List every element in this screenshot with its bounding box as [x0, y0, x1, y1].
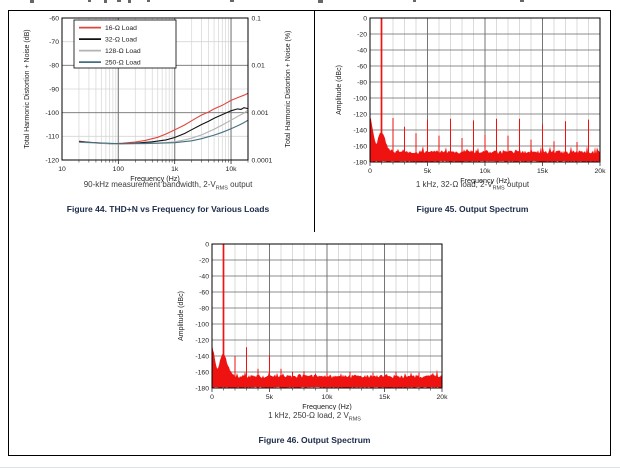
- figure46-title: Figure 46. Output Spectrum: [258, 435, 371, 445]
- svg-text:0.01: 0.01: [252, 63, 265, 70]
- caption-text: 90-kHz measurement bandwidth, 2-V: [83, 180, 216, 189]
- figure44-conditions-caption: 90-kHz measurement bandwidth, 2-VRMS out…: [18, 180, 318, 192]
- svg-text:0.1: 0.1: [252, 15, 262, 22]
- svg-text:0: 0: [205, 241, 209, 248]
- svg-text:250-Ω Load: 250-Ω Load: [105, 60, 141, 67]
- thdn-vs-frequency-chart: 16-Ω Load 32-Ω Load 128-Ω Load 250-Ω Load -6…: [24, 15, 292, 183]
- caption-text: output: [227, 180, 253, 189]
- svg-text:1k: 1k: [171, 166, 179, 173]
- svg-text:Frequency (Hz): Frequency (Hz): [460, 176, 510, 184]
- svg-text:-160: -160: [195, 369, 209, 376]
- svg-text:Frequency (Hz): Frequency (Hz): [130, 174, 180, 183]
- svg-text:0: 0: [363, 15, 367, 22]
- svg-text:0.0001: 0.0001: [252, 157, 273, 164]
- svg-text:-20: -20: [357, 31, 367, 38]
- svg-text:10: 10: [58, 166, 66, 173]
- svg-text:10k: 10k: [480, 168, 492, 175]
- svg-text:Amplitude (dBc): Amplitude (dBc): [178, 291, 185, 341]
- figure46-conditions-caption: 1 kHz, 250-Ω load, 2 VRMS: [172, 411, 457, 423]
- svg-text:-110: -110: [46, 134, 59, 141]
- figure45-title: Figure 45. Output Spectrum: [416, 204, 529, 214]
- svg-text:Amplitude (dBc): Amplitude (dBc): [336, 65, 343, 115]
- svg-text:-80: -80: [199, 305, 209, 312]
- caption-subscript: RMS: [492, 185, 505, 192]
- svg-text:32-Ω Load: 32-Ω Load: [105, 37, 137, 44]
- svg-text:-40: -40: [357, 47, 367, 54]
- svg-text:-60: -60: [49, 15, 59, 22]
- svg-text:-80: -80: [357, 79, 367, 86]
- svg-text:-70: -70: [49, 39, 59, 46]
- svg-text:-100: -100: [195, 321, 209, 328]
- svg-text:-90: -90: [49, 86, 59, 93]
- svg-text:-60: -60: [357, 63, 367, 70]
- svg-text:16-Ω Load: 16-Ω Load: [105, 25, 137, 32]
- caption-text: output: [504, 180, 530, 189]
- svg-text:Frequency (Hz): Frequency (Hz): [302, 402, 352, 410]
- svg-text:20k: 20k: [595, 168, 607, 175]
- svg-text:-40: -40: [199, 273, 209, 280]
- svg-text:-120: -120: [195, 337, 209, 344]
- svg-text:0: 0: [368, 168, 372, 175]
- svg-text:10k: 10k: [322, 394, 334, 401]
- screenshot-edge-line: [0, 467, 620, 468]
- svg-text:10k: 10k: [226, 166, 238, 173]
- caption-subscript: RMS: [215, 185, 228, 192]
- caption-text: 1 kHz, 250-Ω load, 2 V: [268, 411, 349, 420]
- svg-text:15k: 15k: [379, 394, 391, 401]
- caption-subscript: RMS: [348, 416, 361, 423]
- svg-text:-80: -80: [49, 63, 59, 70]
- svg-text:-120: -120: [353, 111, 367, 118]
- svg-text:0.001: 0.001: [252, 110, 269, 117]
- svg-text:-160: -160: [353, 143, 367, 150]
- svg-text:100: 100: [113, 166, 125, 173]
- svg-text:-120: -120: [45, 157, 59, 164]
- caption-text: 1 kHz, 32-Ω load, 2-V: [415, 180, 493, 189]
- svg-text:-100: -100: [45, 110, 59, 117]
- svg-text:-20: -20: [199, 257, 209, 264]
- svg-text:Total Harmonic Distortion + No: Total Harmonic Distortion + Noise (%): [285, 31, 292, 148]
- figure45-conditions-caption: 1 kHz, 32-Ω load, 2-VRMS output: [330, 180, 615, 192]
- svg-text:-140: -140: [353, 127, 367, 134]
- svg-text:Total Harmonic Distortion + No: Total Harmonic Distortion + Noise (dB): [24, 29, 31, 148]
- svg-text:5k: 5k: [424, 168, 432, 175]
- column-divider: [314, 11, 315, 232]
- svg-text:-100: -100: [353, 95, 367, 102]
- figure44-title: Figure 44. THD+N vs Frequency for Variou…: [66, 204, 270, 214]
- svg-text:-140: -140: [195, 353, 209, 360]
- svg-text:-60: -60: [199, 289, 209, 296]
- svg-text:5k: 5k: [266, 394, 274, 401]
- svg-text:0: 0: [210, 394, 214, 401]
- svg-text:-180: -180: [195, 385, 209, 392]
- svg-text:15k: 15k: [537, 168, 549, 175]
- svg-text:-180: -180: [353, 159, 367, 166]
- svg-text:20k: 20k: [437, 394, 449, 401]
- svg-text:128-Ω Load: 128-Ω Load: [105, 48, 141, 55]
